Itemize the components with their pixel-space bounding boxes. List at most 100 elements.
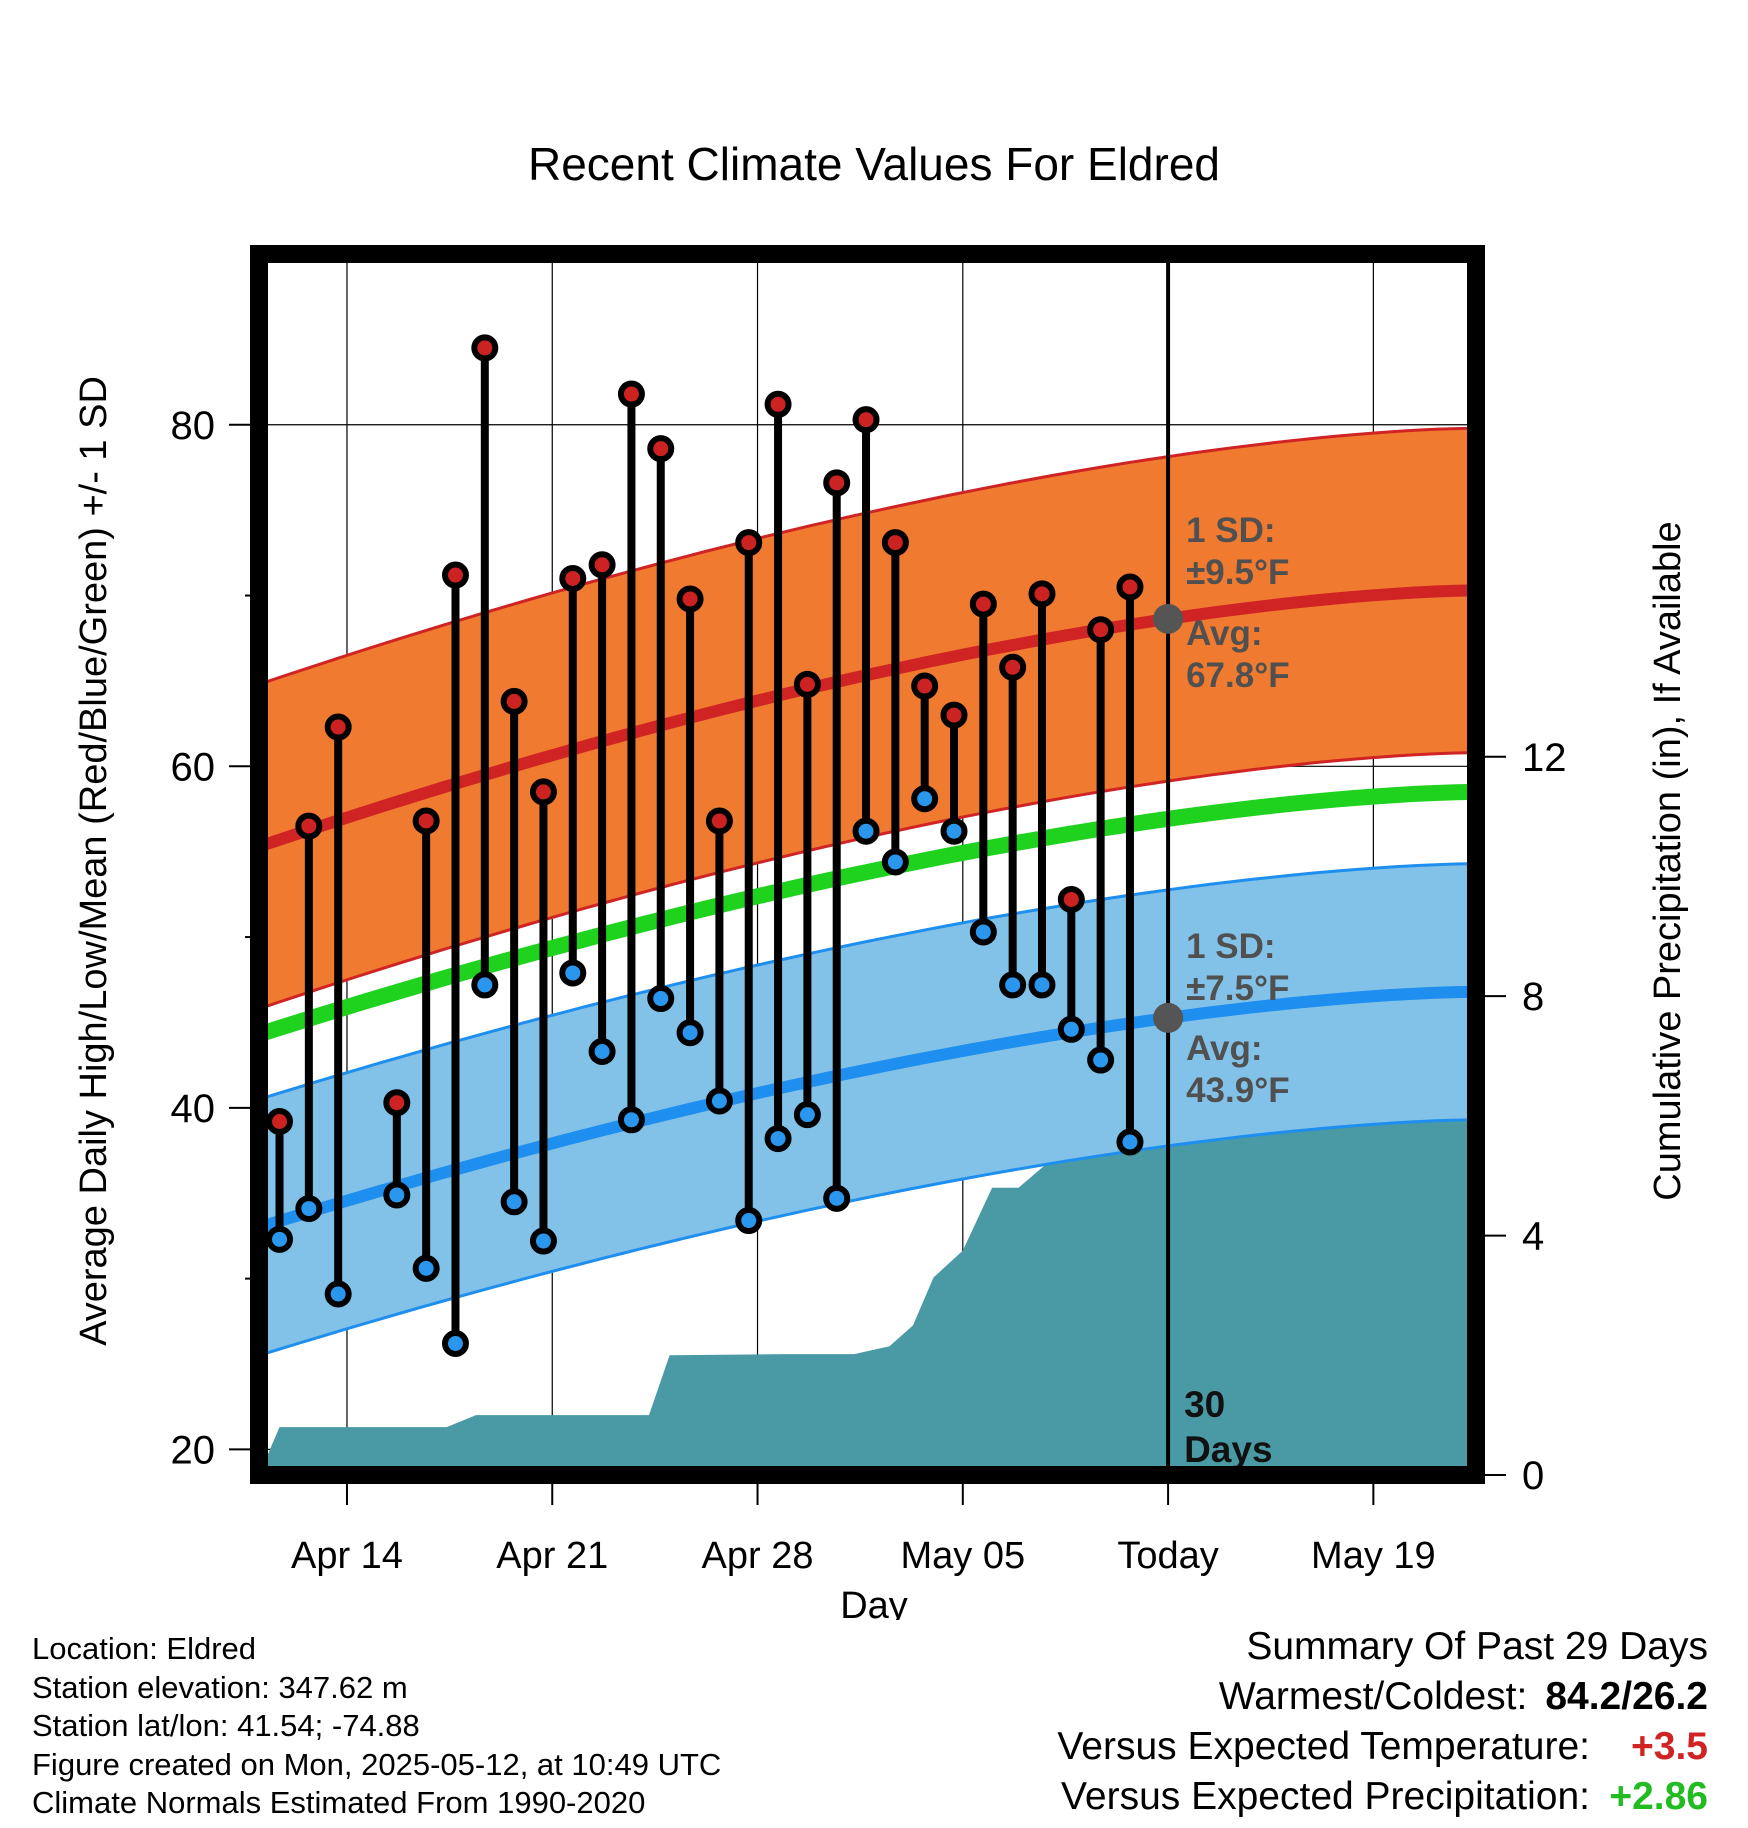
summary-title: Summary Of Past 29 Days <box>1246 1625 1708 1668</box>
high-temp-point <box>529 778 557 806</box>
low-temp-point <box>383 1181 411 1209</box>
location-text: Location: Eldred <box>32 1631 257 1666</box>
high-temp-point <box>1116 573 1144 601</box>
low-temp-point <box>1087 1046 1115 1074</box>
high-temp-point <box>881 529 909 557</box>
warm-cold-label: Warmest/Coldest: <box>1218 1675 1528 1718</box>
low-temp-point <box>823 1184 851 1212</box>
low-sd-value: ±7.5°F <box>1186 969 1289 1008</box>
normals-text: Climate Normals Estimated From 1990-2020 <box>32 1785 646 1820</box>
high-sd-label: 1 SD: <box>1186 511 1275 550</box>
today-low-avg-marker <box>1153 1002 1184 1033</box>
high-temp-point <box>647 435 675 463</box>
x-tick-label: May 19 <box>1311 1535 1436 1577</box>
chart-title: Recent Climate Values For Eldred <box>528 138 1220 190</box>
y-right-tick-label: 4 <box>1522 1215 1544 1259</box>
high-temp-point <box>588 551 616 579</box>
low-sd-band <box>259 863 1476 1356</box>
y-left-tick-label: 60 <box>171 745 216 789</box>
low-temp-point <box>412 1254 440 1282</box>
high-avg-label: Avg: <box>1186 614 1262 653</box>
today-high-avg-marker <box>1153 603 1184 634</box>
low-temp-point <box>764 1125 792 1153</box>
high-temp-point <box>441 561 469 589</box>
high-avg-value: 67.8°F <box>1186 656 1290 695</box>
low-temp-point <box>940 817 968 845</box>
low-temp-point <box>999 971 1027 999</box>
station-info: Location: Eldred Station elevation: 347.… <box>32 1630 721 1823</box>
high-temp-point <box>412 807 440 835</box>
plot-frame <box>250 245 1485 1484</box>
low-normal-line <box>259 985 1476 1234</box>
high-temp-point <box>852 406 880 434</box>
low-temp-point <box>852 817 880 845</box>
warm-cold-row: Warmest/Coldest: 84.2/26.2 <box>1057 1672 1708 1722</box>
low-temp-point <box>911 785 939 813</box>
x-tick-label: Apr 14 <box>291 1535 403 1577</box>
x-axis-label: Day <box>840 1585 908 1620</box>
summary-panel: Summary Of Past 29 Days Warmest/Coldest:… <box>1057 1622 1708 1822</box>
high-temp-point <box>1057 886 1085 914</box>
high-temp-point <box>295 812 323 840</box>
high-temp-point <box>999 653 1027 681</box>
y-right-tick-label: 8 <box>1522 975 1544 1019</box>
high-temp-point <box>617 380 645 408</box>
low-temp-point <box>735 1207 763 1235</box>
latlon-text: Station lat/lon: 41.54; -74.88 <box>32 1708 420 1743</box>
y-left-tick-label: 20 <box>171 1428 216 1472</box>
elevation-text: Station elevation: 347.62 m <box>32 1669 408 1705</box>
mean-normal-line <box>259 783 1476 1043</box>
low-temp-point <box>441 1330 469 1358</box>
high-temp-point <box>911 672 939 700</box>
precip-label: Versus Expected Precipitation: <box>1061 1775 1590 1818</box>
temp-row: Versus Expected Temperature: +3.5 <box>1057 1722 1708 1772</box>
low-temp-point <box>529 1227 557 1255</box>
precipitation-area <box>259 1074 1476 1475</box>
temp-label: Versus Expected Temperature: <box>1057 1725 1590 1768</box>
high-temp-point <box>676 585 704 613</box>
low-temp-point <box>588 1037 616 1065</box>
low-temp-point <box>705 1087 733 1115</box>
high-temp-point <box>1087 616 1115 644</box>
low-sd-label: 1 SD: <box>1186 927 1275 966</box>
low-avg-label: Avg: <box>1186 1029 1262 1068</box>
x-tick-label: Apr 28 <box>702 1535 814 1577</box>
low-temp-point <box>969 918 997 946</box>
high-temp-point <box>383 1089 411 1117</box>
low-temp-point <box>266 1225 294 1253</box>
low-temp-point <box>559 959 587 987</box>
y-right-tick-label: 0 <box>1522 1454 1544 1498</box>
y-left-tick-label: 80 <box>171 404 216 448</box>
high-temp-point <box>500 687 528 715</box>
high-temp-point <box>969 590 997 618</box>
high-temp-point <box>940 701 968 729</box>
high-temp-point <box>735 529 763 557</box>
high-temp-point <box>1028 580 1056 608</box>
x-tick-label: Today <box>1117 1535 1218 1577</box>
low-temp-point <box>881 848 909 876</box>
low-sd-lower <box>259 1118 1476 1357</box>
climate-chart: Recent Climate Values For Eldred 1 SD:±9… <box>73 138 1689 1620</box>
low-temp-point <box>793 1101 821 1129</box>
precip-value: +2.86 <box>1609 1775 1708 1818</box>
y-left-tick-label: 40 <box>171 1087 216 1131</box>
y-axis-left-label: Average Daily High/Low/Mean (Red/Blue/Gr… <box>73 376 115 1346</box>
high-temp-point <box>705 807 733 835</box>
low-temp-point <box>1028 971 1056 999</box>
temp-value: +3.5 <box>1631 1725 1708 1768</box>
low-sd-upper <box>259 862 1476 1101</box>
low-temp-point <box>471 971 499 999</box>
high-temp-point <box>266 1108 294 1136</box>
y-right-tick-label: 12 <box>1522 736 1567 780</box>
high-sd-value: ±9.5°F <box>1186 553 1289 592</box>
low-temp-point <box>295 1195 323 1223</box>
created-text: Figure created on Mon, 2025-05-12, at 10… <box>32 1746 722 1782</box>
low-temp-point <box>617 1106 645 1134</box>
low-temp-point <box>324 1280 352 1308</box>
low-temp-point <box>500 1188 528 1216</box>
y-axis-right-label: Cumulative Precipitation (in), If Availa… <box>1647 521 1689 1200</box>
precip-row: Versus Expected Precipitation: +2.86 <box>1057 1772 1708 1822</box>
high-temp-point <box>324 713 352 741</box>
high-temp-point <box>764 390 792 418</box>
high-temp-point <box>793 670 821 698</box>
